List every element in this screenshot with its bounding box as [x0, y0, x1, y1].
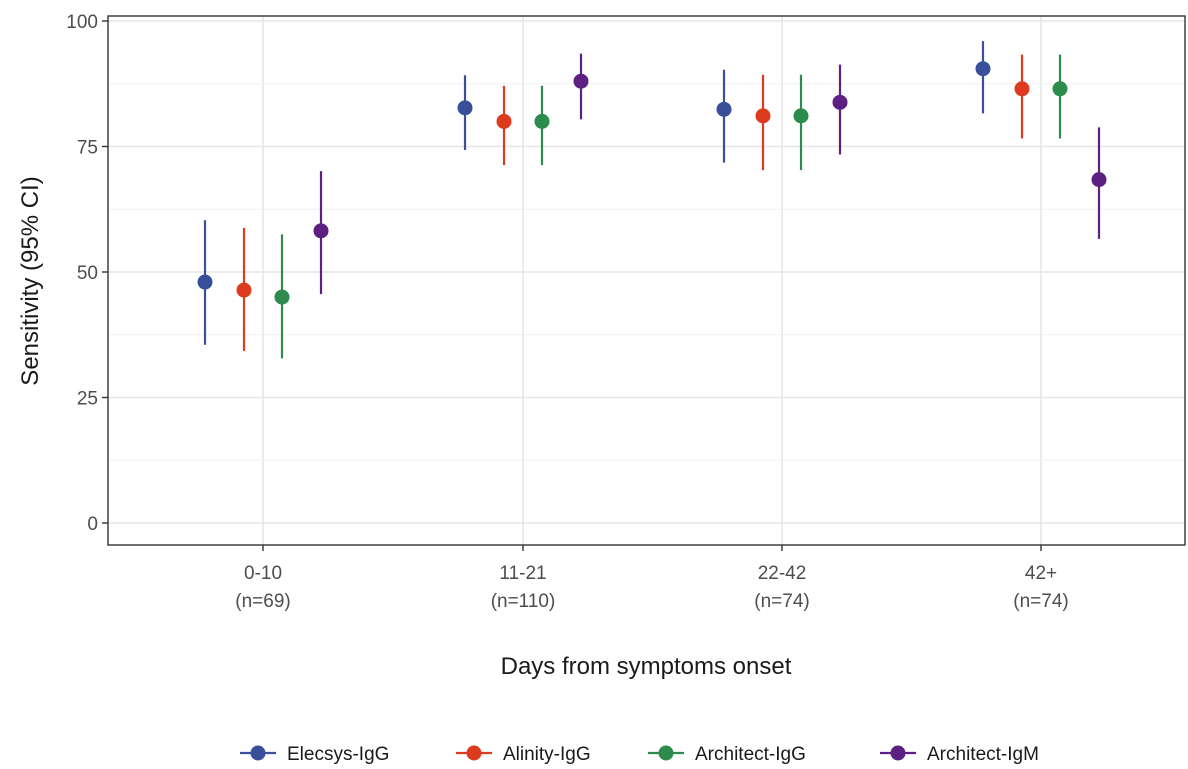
y-tick-label: 50 — [77, 263, 98, 284]
y-axis-title: Sensitivity (95% CI) — [17, 176, 44, 385]
x-tick-label: 11-21 — [499, 563, 546, 584]
y-tick-label: 0 — [87, 514, 98, 535]
data-marks — [197, 41, 1107, 359]
x-tick-label: 0-10 — [244, 563, 282, 584]
data-point — [496, 113, 512, 129]
legend-label: Architect-IgG — [695, 744, 806, 765]
data-point — [534, 113, 550, 129]
x-axis: 0-10 (n=69) 11-21 (n=110) 22-42 (n=74) 42+ (n=7… — [235, 545, 1069, 612]
data-point — [975, 61, 991, 77]
plot-background — [108, 16, 1185, 545]
plot-panel-border — [107, 15, 1186, 546]
data-point — [197, 274, 213, 290]
data-point — [573, 73, 589, 89]
y-tick-label: 100 — [66, 12, 98, 33]
data-point — [716, 101, 732, 117]
x-tick-label: 22-42 — [758, 563, 807, 584]
legend-key-point — [466, 745, 482, 761]
data-point — [274, 289, 290, 305]
legend-key-point — [250, 745, 266, 761]
x-tick-sample-size: (n=69) — [235, 591, 290, 612]
y-tick-label: 25 — [77, 389, 98, 410]
y-tick-label: 75 — [77, 138, 98, 159]
x-axis-title: Days from symptoms onset — [501, 653, 792, 680]
data-point — [793, 108, 809, 124]
data-point — [1052, 81, 1068, 97]
y-axis: 0 25 50 75 100 — [66, 12, 108, 535]
legend-label: Elecsys-IgG — [287, 744, 389, 765]
legend-key-point — [658, 745, 674, 761]
data-point — [1014, 81, 1030, 97]
data-point — [236, 282, 252, 298]
legend-key-point — [890, 745, 906, 761]
x-tick-label: 42+ — [1025, 563, 1057, 584]
x-tick-sample-size: (n=74) — [1013, 591, 1068, 612]
data-point — [313, 223, 329, 239]
major-gridlines — [108, 16, 1185, 545]
x-tick-sample-size: (n=110) — [491, 591, 556, 612]
data-point — [1091, 172, 1107, 188]
legend-label: Architect-IgM — [927, 744, 1039, 765]
x-tick-sample-size: (n=74) — [754, 591, 809, 612]
legend-label: Alinity-IgG — [503, 744, 591, 765]
legend: Elecsys-IgG Alinity-IgG Architect-IgG Archi… — [240, 744, 1039, 765]
minor-gridlines — [108, 83, 1185, 461]
data-point — [755, 108, 771, 124]
data-point — [832, 94, 848, 110]
data-point — [457, 100, 473, 116]
